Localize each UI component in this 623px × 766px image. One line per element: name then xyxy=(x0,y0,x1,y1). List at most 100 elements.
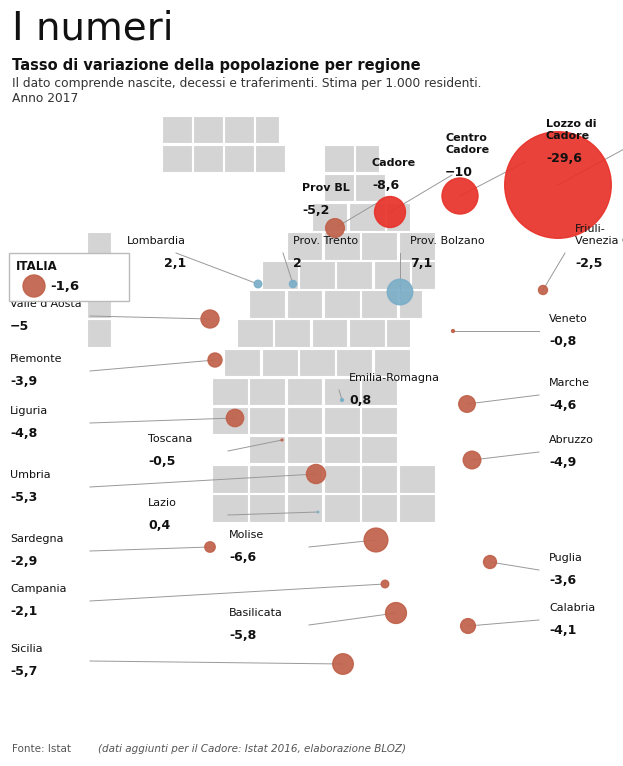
Text: 2: 2 xyxy=(293,257,302,270)
Bar xyxy=(287,378,323,405)
Text: -0,8: -0,8 xyxy=(549,335,576,348)
Text: Sardegna: Sardegna xyxy=(10,534,64,544)
Circle shape xyxy=(205,542,215,552)
Text: 0,8: 0,8 xyxy=(349,394,371,407)
Bar xyxy=(287,494,323,522)
Text: -3,6: -3,6 xyxy=(549,574,576,587)
Bar xyxy=(324,290,360,318)
Text: -4,8: -4,8 xyxy=(10,427,37,440)
Bar xyxy=(87,319,111,347)
Circle shape xyxy=(483,555,497,568)
Text: 2,1: 2,1 xyxy=(164,257,186,270)
Bar xyxy=(361,436,397,463)
Bar xyxy=(162,145,192,172)
Bar xyxy=(87,232,111,260)
Text: -2,9: -2,9 xyxy=(10,555,37,568)
Text: Prov. Bolzano: Prov. Bolzano xyxy=(410,236,485,246)
Text: (dati aggiunti per il Cadore: Istat 2016, elaborazione BLOZ): (dati aggiunti per il Cadore: Istat 2016… xyxy=(85,744,406,754)
Circle shape xyxy=(317,511,319,512)
Bar xyxy=(287,232,323,260)
Circle shape xyxy=(452,329,454,332)
Text: -6,6: -6,6 xyxy=(229,551,256,564)
Text: -5,8: -5,8 xyxy=(229,629,256,642)
Circle shape xyxy=(459,396,475,412)
Text: Lazio: Lazio xyxy=(148,498,177,508)
Bar xyxy=(193,145,223,172)
Bar xyxy=(249,436,285,463)
Text: -5,7: -5,7 xyxy=(10,665,37,678)
Text: 7,1: 7,1 xyxy=(410,257,432,270)
Bar xyxy=(299,349,335,376)
Text: Molise: Molise xyxy=(229,530,264,540)
Bar xyxy=(212,465,248,493)
Bar xyxy=(361,465,397,493)
Text: -8,6: -8,6 xyxy=(372,179,399,192)
Circle shape xyxy=(226,409,244,427)
Bar xyxy=(312,203,348,231)
Text: -2,5: -2,5 xyxy=(575,257,602,270)
Bar xyxy=(249,494,285,522)
Bar xyxy=(336,349,373,376)
Text: Il dato comprende nascite, decessi e traferimenti. Stima per 1.000 residenti.: Il dato comprende nascite, decessi e tra… xyxy=(12,77,482,90)
Bar xyxy=(386,319,410,347)
Text: 0,4: 0,4 xyxy=(148,519,170,532)
Text: Prov BL: Prov BL xyxy=(302,183,350,193)
Bar xyxy=(361,290,397,318)
Text: Friuli-
Venezia Giulia: Friuli- Venezia Giulia xyxy=(575,224,623,246)
Bar xyxy=(399,494,435,522)
Bar xyxy=(262,261,298,289)
Bar xyxy=(349,203,385,231)
Bar xyxy=(324,407,360,434)
Bar xyxy=(361,494,397,522)
Bar xyxy=(324,494,360,522)
Bar xyxy=(274,319,310,347)
Bar xyxy=(287,465,323,493)
Bar xyxy=(224,349,260,376)
Bar xyxy=(312,319,348,347)
Circle shape xyxy=(333,653,353,674)
Bar xyxy=(212,378,248,405)
Bar xyxy=(249,465,285,493)
Circle shape xyxy=(386,603,406,624)
Bar xyxy=(324,465,360,493)
Text: Campania: Campania xyxy=(10,584,67,594)
Bar xyxy=(324,436,360,463)
Text: Puglia: Puglia xyxy=(549,553,583,563)
Text: -0,5: -0,5 xyxy=(148,455,176,468)
Bar xyxy=(262,349,298,376)
Bar xyxy=(324,145,354,172)
Text: -29,6: -29,6 xyxy=(546,152,582,165)
Text: Abruzzo: Abruzzo xyxy=(549,435,594,445)
Bar xyxy=(355,174,385,201)
Bar xyxy=(287,290,323,318)
Bar xyxy=(349,319,385,347)
FancyBboxPatch shape xyxy=(9,253,129,301)
Circle shape xyxy=(388,280,413,305)
Text: −5: −5 xyxy=(10,320,29,333)
Bar xyxy=(399,290,422,318)
Bar xyxy=(224,116,254,143)
Circle shape xyxy=(460,619,475,633)
Text: -4,6: -4,6 xyxy=(549,399,576,412)
Bar xyxy=(324,232,360,260)
Circle shape xyxy=(364,528,388,552)
Circle shape xyxy=(208,353,222,367)
Text: Piemonte: Piemonte xyxy=(10,354,62,364)
Bar xyxy=(324,174,354,201)
Text: -4,1: -4,1 xyxy=(549,624,576,637)
Text: Liguria: Liguria xyxy=(10,406,48,416)
Text: -5,2: -5,2 xyxy=(302,204,330,217)
Bar xyxy=(224,145,254,172)
Text: Marche: Marche xyxy=(549,378,590,388)
Bar xyxy=(212,494,248,522)
Bar xyxy=(361,407,397,434)
Bar xyxy=(87,290,111,318)
Bar xyxy=(249,378,285,405)
Bar xyxy=(287,407,323,434)
Text: Basilicata: Basilicata xyxy=(229,608,283,618)
Bar xyxy=(411,261,435,289)
Circle shape xyxy=(381,580,389,588)
Circle shape xyxy=(290,280,297,287)
Circle shape xyxy=(374,197,406,228)
Text: Sicilia: Sicilia xyxy=(10,644,42,654)
